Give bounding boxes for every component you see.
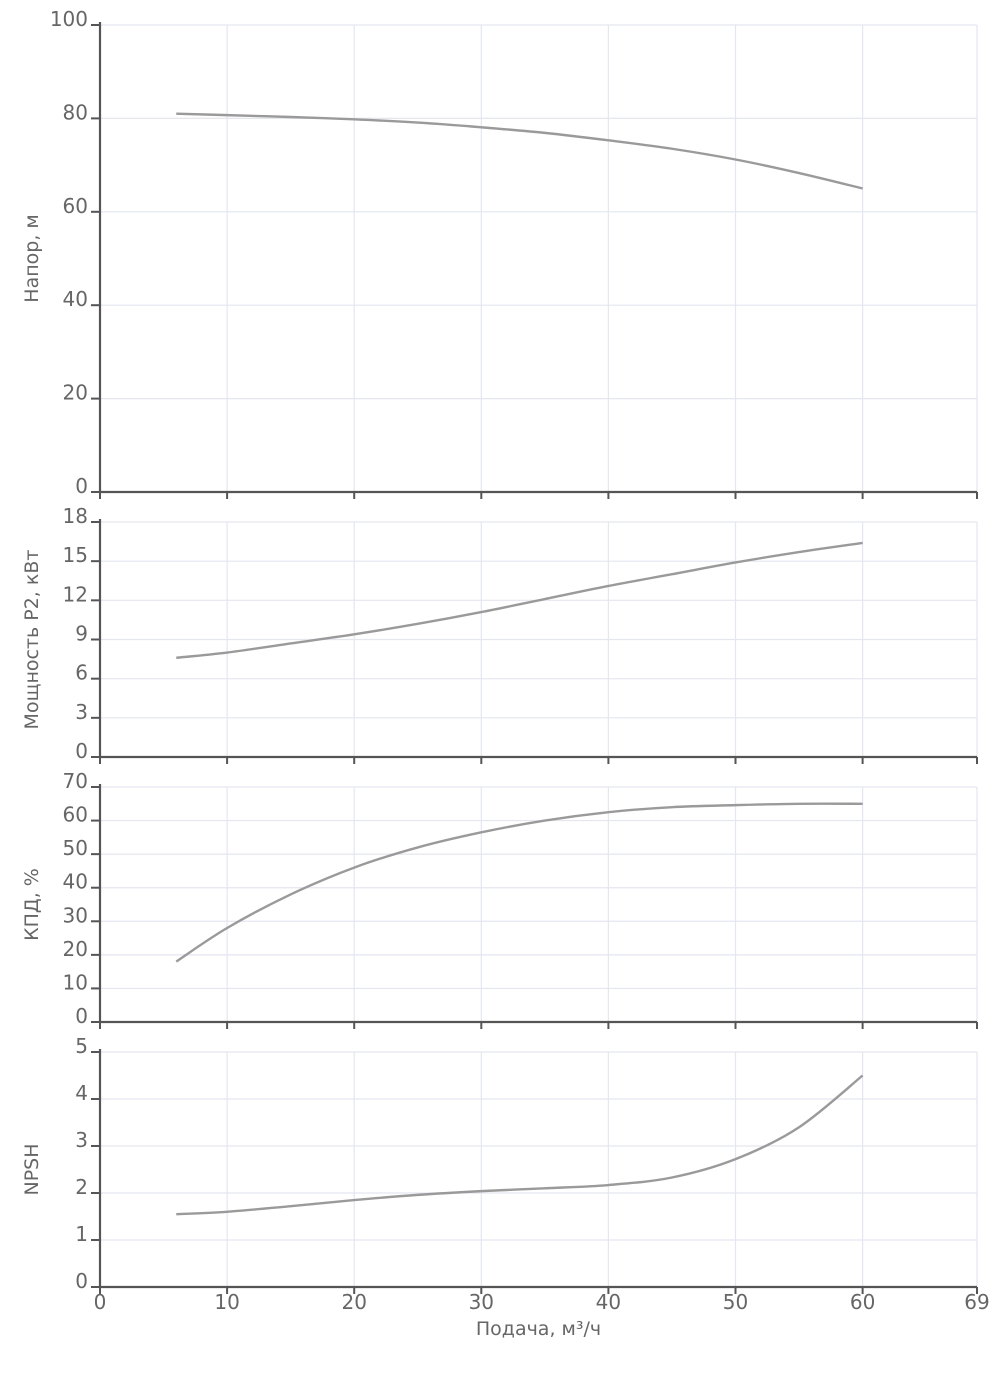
npsh-y-tick-label: 4 xyxy=(75,1081,88,1105)
npsh-y-tick-label: 2 xyxy=(75,1175,88,1199)
npsh-x-tick-label: 50 xyxy=(723,1290,748,1314)
power-y-tick-label: 0 xyxy=(75,739,88,763)
head-y-tick-label: 40 xyxy=(63,287,88,311)
efficiency-y-tick-label: 60 xyxy=(63,803,88,827)
npsh-y-tick-label: 3 xyxy=(75,1128,88,1152)
power-y-tick-label: 6 xyxy=(75,661,88,685)
npsh-x-tick-label: 40 xyxy=(596,1290,621,1314)
npsh-curve xyxy=(176,1074,864,1216)
efficiency-y-tick-label: 10 xyxy=(63,970,88,994)
head-y-tick-label: 100 xyxy=(50,7,88,31)
power-y-tick-label: 12 xyxy=(63,582,88,606)
efficiency-y-tick-label: 70 xyxy=(63,769,88,793)
efficiency-y-tick-label: 40 xyxy=(63,870,88,894)
head-y-tick-label: 20 xyxy=(63,381,88,405)
efficiency-y-tick-label: 20 xyxy=(63,937,88,961)
npsh-y-axis-label: NPSH xyxy=(21,1143,43,1195)
npsh-x-tick-label: 30 xyxy=(469,1290,494,1314)
npsh-y-tick-label: 5 xyxy=(75,1034,88,1058)
npsh-x-tick-label: 69 xyxy=(964,1290,989,1314)
efficiency-y-tick-label: 30 xyxy=(63,903,88,927)
power-y-tick-label: 9 xyxy=(75,622,88,646)
head-curve xyxy=(176,112,863,190)
power-y-tick-label: 15 xyxy=(63,543,88,567)
efficiency-y-tick-label: 0 xyxy=(75,1004,88,1028)
power-y-tick-label: 3 xyxy=(75,700,88,724)
head-y-tick-label: 0 xyxy=(75,474,88,498)
npsh-x-tick-label: 20 xyxy=(341,1290,366,1314)
head-chart-panel: 0 20 40 60 80 100 Напор, м xyxy=(21,7,978,499)
npsh-x-tick-label: 60 xyxy=(850,1290,875,1314)
head-y-axis-label: Напор, м xyxy=(21,214,43,302)
power-y-axis-label: Мощность P2, кВт xyxy=(21,550,43,730)
npsh-x-axis-label: Подача, м³/ч xyxy=(476,1318,601,1340)
npsh-y-tick-label: 1 xyxy=(75,1222,88,1246)
efficiency-chart-panel: 0 10 20 30 40 50 60 70 КПД, % xyxy=(21,769,978,1029)
head-y-tick-label: 60 xyxy=(63,194,88,218)
head-y-tick-label: 80 xyxy=(63,100,88,124)
efficiency-y-axis-label: КПД, % xyxy=(21,868,43,941)
power-y-tick-label: 18 xyxy=(63,504,88,528)
npsh-y-tick-label: 0 xyxy=(75,1269,88,1293)
efficiency-curve xyxy=(175,802,863,963)
power-curve xyxy=(176,541,863,659)
power-chart-panel: 0 3 6 9 12 15 18 Мощность P2, кВт xyxy=(21,504,978,764)
efficiency-y-tick-label: 50 xyxy=(63,836,88,860)
npsh-x-tick-label: 10 xyxy=(214,1290,239,1314)
npsh-x-tick-label: 0 xyxy=(94,1290,107,1314)
